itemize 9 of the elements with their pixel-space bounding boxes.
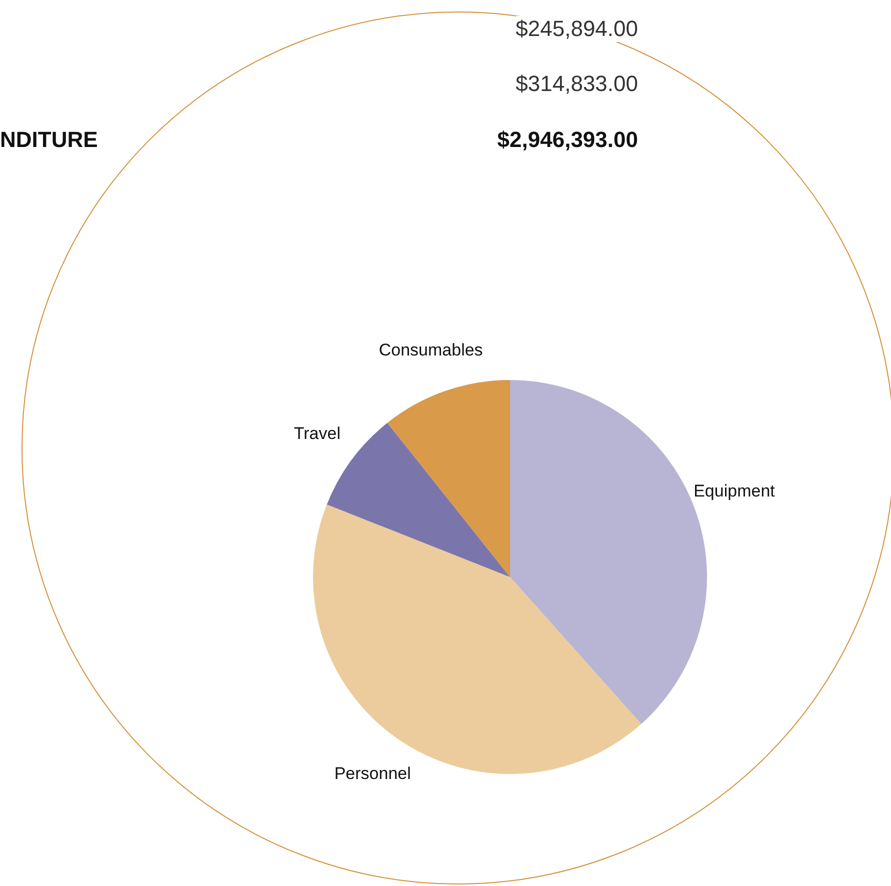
text: $2,946,393.00 bbox=[497, 127, 638, 153]
slice-label: Equipment bbox=[694, 481, 776, 500]
text: $245,894.00 bbox=[516, 16, 638, 42]
slice-label: Consumables bbox=[378, 340, 483, 360]
text: NDITURE bbox=[0, 127, 98, 153]
text: $314,833.00 bbox=[516, 71, 638, 97]
slice-label: Personnel bbox=[334, 764, 411, 783]
slice-label: Travel bbox=[294, 424, 340, 444]
pie-slice bbox=[387, 380, 510, 577]
